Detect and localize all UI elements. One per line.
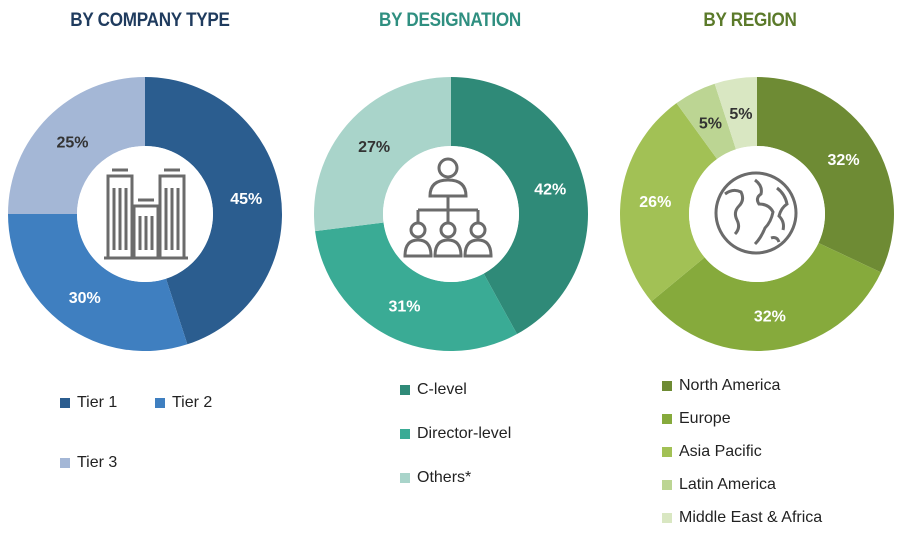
donut-slice-north-america xyxy=(757,77,894,273)
data-label: 30% xyxy=(69,290,101,307)
legend-swatch xyxy=(60,398,70,408)
legend-swatch xyxy=(662,414,672,424)
legend-item-tier-2: Tier 2 xyxy=(155,394,212,412)
legend-item-tier-1: Tier 1 xyxy=(60,394,117,412)
region-legend: North America Europe Asia Pacific Latin … xyxy=(600,0,900,536)
donut-slice-tier-1 xyxy=(145,77,282,345)
legend-item-latin-america: Latin America xyxy=(662,476,776,494)
legend-label: Tier 3 xyxy=(77,454,118,471)
chart-title: BY COMPANY TYPE xyxy=(70,10,230,31)
globe-icon xyxy=(711,168,801,258)
donut-slice-latin-america xyxy=(676,83,736,159)
legend-label: Europe xyxy=(679,410,731,427)
legend-label: Others* xyxy=(417,469,472,486)
legend-item-director-level: Director-level xyxy=(400,425,511,443)
donut-slice-c-level xyxy=(451,77,588,335)
legend-label: Latin America xyxy=(679,476,776,493)
legend-item-asia-pacific: Asia Pacific xyxy=(662,443,762,461)
data-label: 27% xyxy=(358,139,390,156)
company-type-legend: Tier 1 Tier 2 Tier 3 xyxy=(0,0,300,536)
donut-slice-asia-pacific xyxy=(620,103,718,302)
data-label: 31% xyxy=(388,298,420,315)
chart-title: BY REGION xyxy=(703,10,797,31)
designation-legend: C-level Director-level Others* xyxy=(300,0,600,536)
legend-swatch xyxy=(400,385,410,395)
donut-hole-cover xyxy=(689,146,825,282)
donut-slice-tier-3 xyxy=(8,77,145,214)
legend-swatch xyxy=(662,447,672,457)
data-label: 5% xyxy=(699,116,722,133)
legend-swatch xyxy=(400,429,410,439)
legend-item-tier-3: Tier 3 xyxy=(60,454,117,472)
legend-item-middle-east-africa: Middle East & Africa xyxy=(662,509,822,527)
legend-label: Tier 1 xyxy=(77,394,118,411)
donut-slice-europe xyxy=(651,242,881,351)
legend-item-north-america: North America xyxy=(662,377,780,395)
designation-panel: BY DESIGNATION 42% 31% 27% C-level Directo… xyxy=(300,0,600,536)
data-label: 26% xyxy=(639,194,671,211)
legend-swatch xyxy=(60,458,70,468)
legend-label: Asia Pacific xyxy=(679,443,762,460)
legend-label: North America xyxy=(679,377,781,394)
legend-label: C-level xyxy=(417,381,467,398)
donut-slice-director-level xyxy=(315,222,518,351)
data-label: 32% xyxy=(828,152,860,169)
legend-swatch xyxy=(400,473,410,483)
data-label: 32% xyxy=(754,309,786,326)
data-label: 45% xyxy=(230,191,262,208)
company-type-donut: 45% 30% 25% xyxy=(0,70,300,360)
data-label: 5% xyxy=(729,106,752,123)
region-panel: BY REGION 32% 32% 26% 5% 5% North America Eu… xyxy=(600,0,900,536)
data-label: 25% xyxy=(57,135,89,152)
donut-slice-middle-east-africa xyxy=(714,77,757,150)
legend-label: Tier 2 xyxy=(172,394,213,411)
designation-donut: 42% 31% 27% xyxy=(300,70,600,360)
buildings-icon xyxy=(104,166,188,262)
org-chart-icon xyxy=(402,156,494,260)
legend-swatch xyxy=(662,381,672,391)
chart-title: BY DESIGNATION xyxy=(379,10,521,31)
data-label: 42% xyxy=(534,182,566,199)
donut-hole-cover xyxy=(383,146,519,282)
region-donut: 32% 32% 26% 5% 5% xyxy=(600,70,900,360)
legend-swatch xyxy=(662,513,672,523)
legend-item-europe: Europe xyxy=(662,410,731,428)
designation-donut-svg: 42% 31% 27% xyxy=(314,77,588,351)
legend-item-others: Others* xyxy=(400,469,471,487)
legend-label: Director-level xyxy=(417,425,512,442)
legend-swatch xyxy=(662,480,672,490)
donut-slice-others- xyxy=(314,77,451,232)
region-donut-svg: 32% 32% 26% 5% 5% xyxy=(620,77,894,351)
company-type-panel: BY COMPANY TYPE 45% 30% 25% Tier 1 Tier 2 xyxy=(0,0,300,536)
donut-slice-tier-2 xyxy=(8,214,188,351)
legend-swatch xyxy=(155,398,165,408)
legend-item-c-level: C-level xyxy=(400,381,467,399)
legend-label: Middle East & Africa xyxy=(679,509,823,526)
